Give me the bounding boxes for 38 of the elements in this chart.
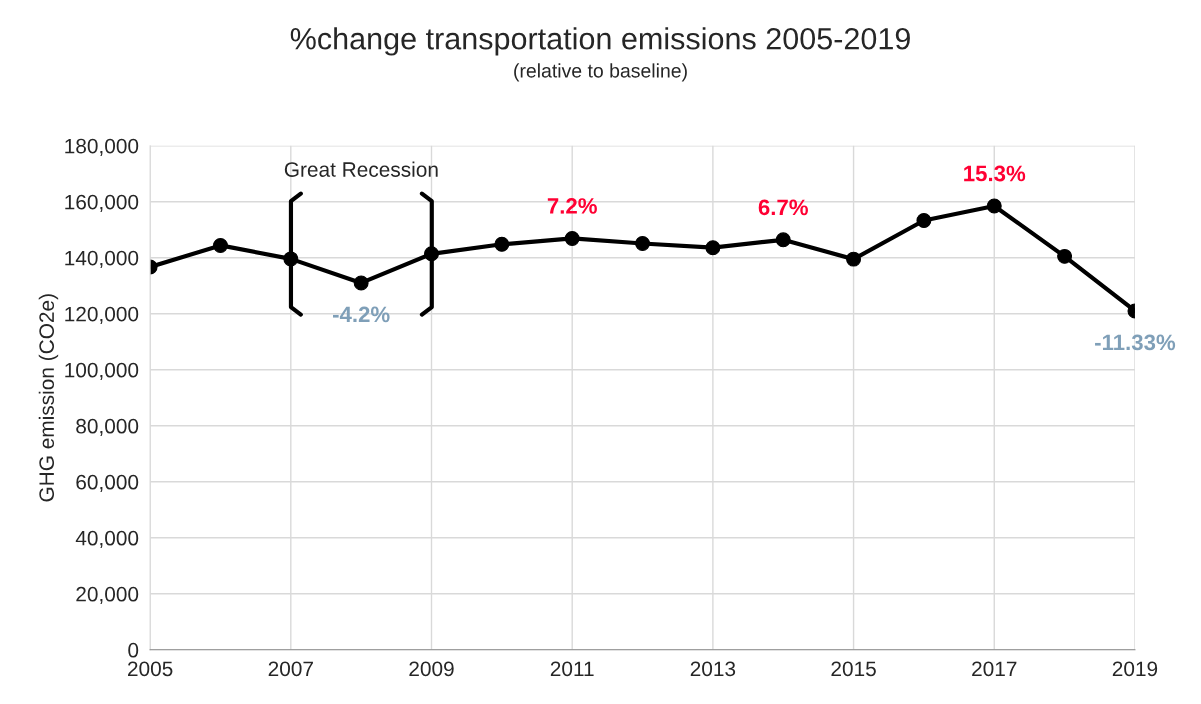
annotation: -4.2%	[333, 306, 390, 323]
y-tick-label: 40,000	[75, 530, 139, 548]
annotation: 6.7%	[758, 199, 808, 216]
y-tick-label: 160,000	[65, 194, 139, 212]
y-tick-label: 120,000	[65, 306, 139, 324]
x-tick-label: 2011	[550, 661, 594, 677]
x-tick-label: 2015	[831, 661, 876, 677]
x-tick-label: 2017	[972, 661, 1017, 677]
y-tick-label: 80,000	[76, 418, 139, 436]
x-tick-label: 2005	[128, 661, 173, 677]
point	[846, 251, 862, 267]
y-tick-label: 60,000	[76, 474, 139, 492]
y-tick-label: 100,000	[65, 362, 139, 380]
y-tick-label: 180,000	[65, 138, 139, 156]
y-tick-label: 140,000	[65, 250, 139, 268]
y-tick-label: 20,000	[76, 586, 139, 604]
annotation: -11.33%	[1095, 334, 1176, 351]
x-tick-label: 2013	[690, 661, 736, 677]
point	[494, 236, 510, 252]
annotation: 7.2%	[547, 198, 597, 214]
annotation: 15.3%	[964, 165, 1026, 182]
x-tick-label: 2019	[1112, 661, 1158, 677]
point	[916, 213, 932, 228]
x-tick-label: 2007	[268, 661, 313, 677]
annotation: Great Recession	[284, 161, 438, 177]
point	[705, 240, 721, 256]
chart-subtitle: (relative to baseline)	[514, 63, 687, 82]
point	[775, 232, 791, 248]
point	[986, 198, 1002, 214]
y-axis-title: GHG emission (CO2e)	[38, 294, 59, 502]
point	[564, 230, 580, 246]
point	[635, 236, 650, 251]
point	[353, 275, 369, 291]
point	[1057, 248, 1073, 264]
y-tick-label: 0	[128, 642, 139, 658]
point	[213, 237, 228, 253]
x-tick-label: 2009	[409, 661, 454, 677]
chart-title: %change transportation emissions 2005-2019	[290, 27, 910, 56]
